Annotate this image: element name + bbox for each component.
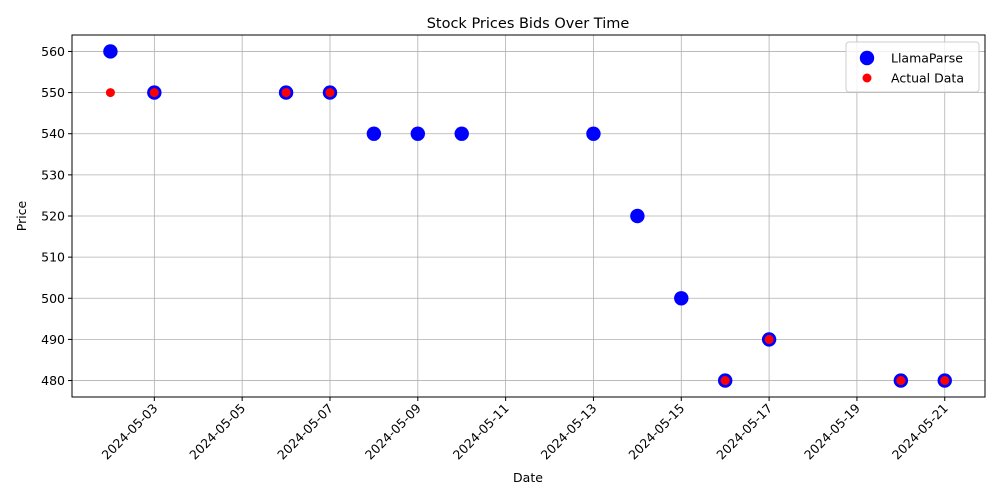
data-point-actual-data xyxy=(105,88,115,98)
legend: LlamaParse Actual Data xyxy=(845,41,980,93)
grid xyxy=(72,35,985,397)
data-point-llamaparse xyxy=(410,126,426,141)
legend-marker-actual-data xyxy=(862,73,872,83)
y-tick-label: 550 xyxy=(41,85,65,100)
data-point-actual-data xyxy=(940,376,950,386)
data-point-actual-data xyxy=(720,376,730,386)
y-tick-label: 500 xyxy=(41,291,65,306)
data-series xyxy=(103,44,952,388)
data-point-actual-data xyxy=(149,88,159,98)
chart-title: Stock Prices Bids Over Time xyxy=(427,16,630,32)
y-axis-ticks: 480 490 500 510 520 530 540 550 560 xyxy=(41,44,72,388)
y-tick-label: 540 xyxy=(41,126,65,141)
legend-box xyxy=(845,41,980,93)
data-point-llamaparse xyxy=(630,208,645,224)
y-tick-label: 480 xyxy=(41,373,65,388)
data-point-llamaparse xyxy=(674,291,689,306)
plot-frame xyxy=(71,34,986,398)
y-tick-label: 520 xyxy=(41,209,65,224)
data-point-actual-data xyxy=(896,376,906,386)
legend-label-llamaparse: LlamaParse xyxy=(891,51,963,66)
series-actual-data xyxy=(105,88,950,386)
y-tick-label: 560 xyxy=(41,44,65,59)
legend-marker-llamaparse xyxy=(859,50,875,66)
data-point-actual-data xyxy=(764,334,774,344)
y-axis-label: Price xyxy=(14,200,29,231)
data-point-llamaparse xyxy=(586,126,601,141)
data-point-llamaparse xyxy=(103,44,118,59)
data-point-llamaparse xyxy=(454,126,469,141)
y-tick-label: 510 xyxy=(41,250,65,265)
y-tick-label: 490 xyxy=(41,332,65,347)
data-point-actual-data xyxy=(325,88,335,98)
legend-label-actual-data: Actual Data xyxy=(891,71,964,86)
y-tick-label: 530 xyxy=(41,167,65,182)
data-point-actual-data xyxy=(281,88,291,98)
data-point-llamaparse xyxy=(366,126,382,141)
x-axis-label: Date xyxy=(513,470,543,485)
